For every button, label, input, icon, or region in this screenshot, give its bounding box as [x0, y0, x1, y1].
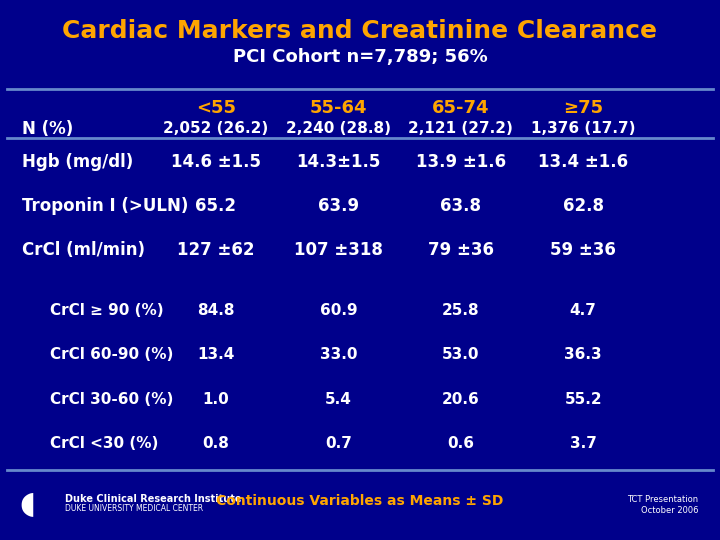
Text: 13.4: 13.4 — [197, 347, 235, 362]
Text: 60.9: 60.9 — [320, 303, 357, 318]
Text: 59 ±36: 59 ±36 — [550, 241, 616, 259]
Text: 1.0: 1.0 — [202, 392, 230, 407]
Text: ≥75: ≥75 — [563, 99, 603, 117]
Text: 13.9 ±1.6: 13.9 ±1.6 — [415, 153, 506, 171]
Text: 0.6: 0.6 — [447, 436, 474, 451]
Text: Duke Clinical Research Institute: Duke Clinical Research Institute — [65, 494, 241, 504]
Text: 127 ±62: 127 ±62 — [177, 241, 255, 259]
Text: <55: <55 — [196, 99, 236, 117]
Text: Troponin I (>ULN): Troponin I (>ULN) — [22, 197, 188, 215]
Text: 63.9: 63.9 — [318, 197, 359, 215]
Text: 4.7: 4.7 — [570, 303, 597, 318]
Text: 0.8: 0.8 — [202, 436, 230, 451]
Text: 107 ±318: 107 ±318 — [294, 241, 383, 259]
Text: 25.8: 25.8 — [442, 303, 480, 318]
Text: PCI Cohort n=7,789; 56%: PCI Cohort n=7,789; 56% — [233, 48, 487, 65]
Text: 84.8: 84.8 — [197, 303, 235, 318]
Text: CrCl 60-90 (%): CrCl 60-90 (%) — [50, 347, 174, 362]
Text: CrCl <30 (%): CrCl <30 (%) — [50, 436, 159, 451]
Text: 36.3: 36.3 — [564, 347, 602, 362]
Text: 14.6 ±1.5: 14.6 ±1.5 — [171, 153, 261, 171]
Text: 62.8: 62.8 — [563, 197, 603, 215]
Text: N (%): N (%) — [22, 119, 73, 138]
Text: Cardiac Markers and Creatinine Clearance: Cardiac Markers and Creatinine Clearance — [63, 19, 657, 43]
Text: 33.0: 33.0 — [320, 347, 357, 362]
Text: CrCl (ml/min): CrCl (ml/min) — [22, 241, 145, 259]
Text: 2,121 (27.2): 2,121 (27.2) — [408, 121, 513, 136]
Text: 2,052 (26.2): 2,052 (26.2) — [163, 121, 269, 136]
Text: CrCl ≥ 90 (%): CrCl ≥ 90 (%) — [50, 303, 164, 318]
Text: 13.4 ±1.6: 13.4 ±1.6 — [538, 153, 629, 171]
Text: TCT Presentation
October 2006: TCT Presentation October 2006 — [627, 495, 698, 515]
Text: 65-74: 65-74 — [432, 99, 490, 117]
Text: DUKE UNIVERSITY MEDICAL CENTER: DUKE UNIVERSITY MEDICAL CENTER — [65, 504, 203, 513]
Text: 20.6: 20.6 — [442, 392, 480, 407]
Text: Continuous Variables as Means ± SD: Continuous Variables as Means ± SD — [216, 494, 504, 508]
Text: 63.8: 63.8 — [441, 197, 481, 215]
Text: 2,240 (28.8): 2,240 (28.8) — [286, 121, 391, 136]
Text: 55-64: 55-64 — [310, 99, 367, 117]
Text: 1,376 (17.7): 1,376 (17.7) — [531, 121, 636, 136]
Text: CrCl 30-60 (%): CrCl 30-60 (%) — [50, 392, 174, 407]
Text: 5.4: 5.4 — [325, 392, 352, 407]
Text: 0.7: 0.7 — [325, 436, 352, 451]
Text: ◖: ◖ — [19, 489, 35, 518]
Text: 53.0: 53.0 — [442, 347, 480, 362]
Text: 14.3±1.5: 14.3±1.5 — [296, 153, 381, 171]
Text: 79 ±36: 79 ±36 — [428, 241, 494, 259]
Text: 65.2: 65.2 — [196, 197, 236, 215]
Text: 3.7: 3.7 — [570, 436, 597, 451]
Text: 55.2: 55.2 — [564, 392, 602, 407]
Text: Hgb (mg/dl): Hgb (mg/dl) — [22, 153, 133, 171]
